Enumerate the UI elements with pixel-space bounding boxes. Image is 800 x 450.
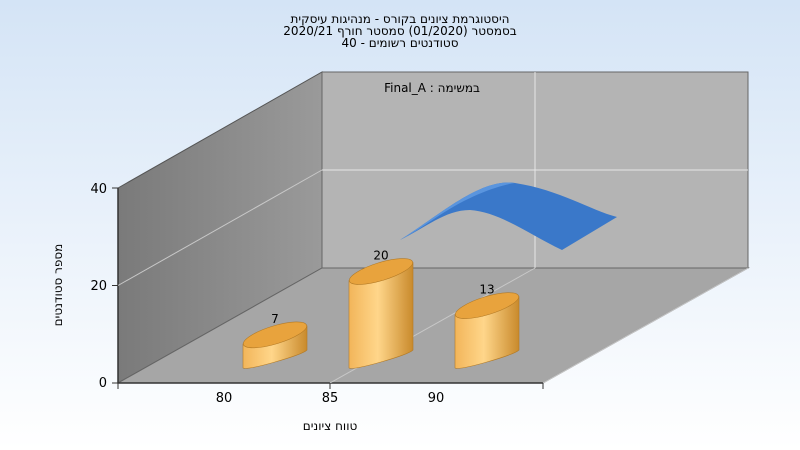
bar-top-80: [243, 321, 307, 349]
x-tick-label-90: 90: [428, 391, 445, 406]
distribution-curve-layer: [400, 182, 617, 250]
chart-title-line-3: סטודנטים רשומים - 40: [341, 36, 458, 50]
distribution-curve: [400, 182, 617, 250]
x-axis-title: טווח ציונים: [303, 419, 358, 433]
bar-top-90: [455, 292, 519, 319]
series-legend-label: Final_A : במשימה: [384, 81, 480, 95]
bar-value-label-80: 7: [271, 312, 279, 326]
bar-80: 7: [242, 312, 308, 369]
x-tick-label-80: 80: [216, 391, 233, 406]
side-wall-gridline-20: [117, 169, 323, 286]
bar-top-85: [349, 258, 413, 285]
chart-title-line-2: בסמסטר (01/2020) סמסטר חורף 2020/21: [283, 24, 516, 38]
bar-90: 13: [454, 283, 520, 369]
y-tick-label-20: 20: [90, 279, 107, 294]
floor-gridline-back: [542, 267, 749, 384]
x-axis: 80 85 90: [117, 383, 544, 406]
x-tick-label-85: 85: [322, 391, 339, 406]
y-axis-title: מספר סטודנטים: [51, 244, 65, 327]
bar-value-label-85: 20: [373, 249, 388, 263]
chart-title-line-1: היסטוגרמת ציונים בקורס - מנהיגות עיסקית: [291, 12, 510, 26]
y-tick-label-0: 0: [99, 376, 107, 391]
y-axis: 40 20 0: [90, 182, 118, 391]
bars-layer: 7 20 13: [242, 249, 520, 369]
bar-body-85: [348, 262, 414, 369]
bar-85: 20: [348, 249, 414, 369]
y-tick-label-40: 40: [90, 182, 107, 197]
bar-value-label-90: 13: [479, 283, 494, 297]
